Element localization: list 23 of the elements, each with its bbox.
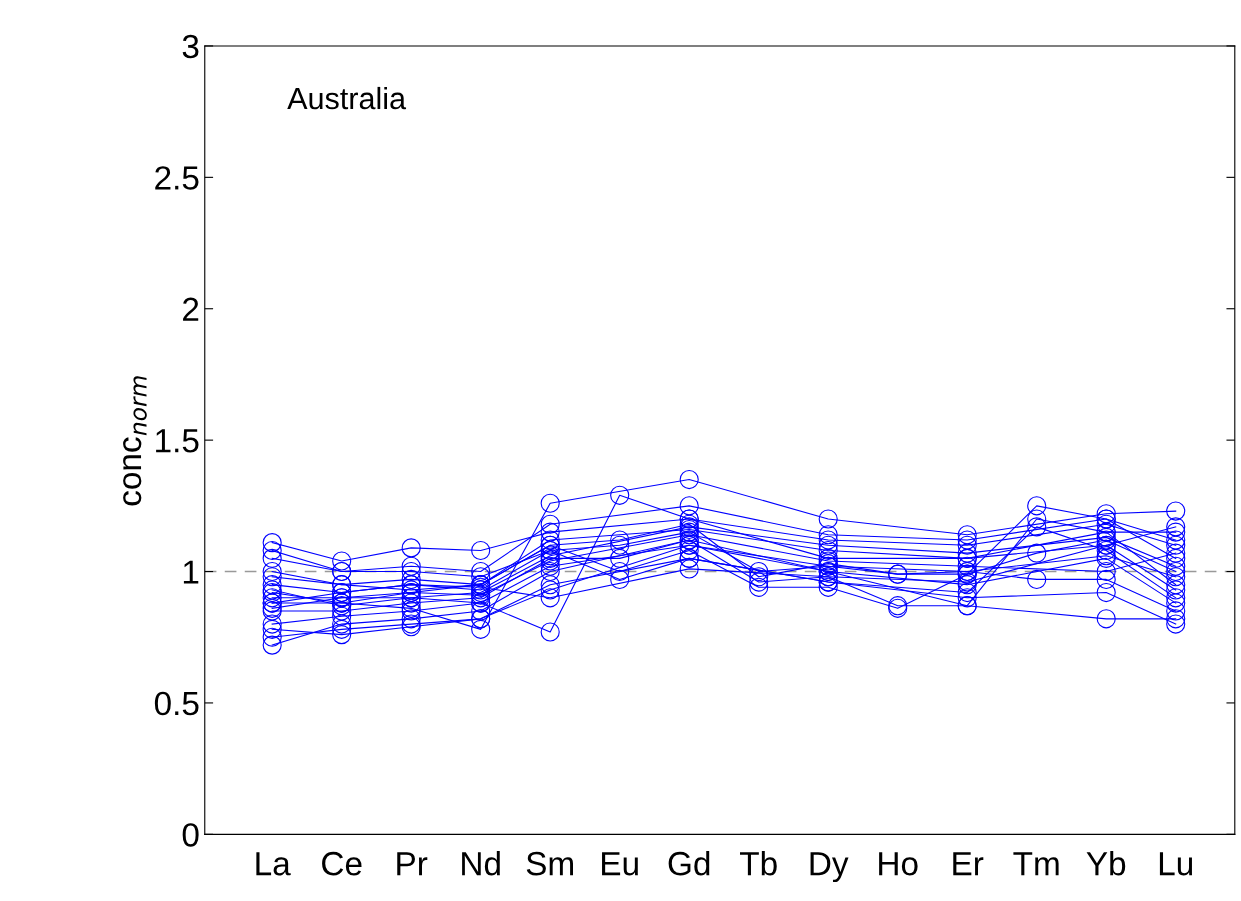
x-tick-label: Nd [462,850,500,876]
x-tick-label: Tm [1013,852,1059,876]
y-tick-label: 1 [183,560,199,584]
y-tick-label: 0.5 [154,691,199,716]
x-tick-label: Gd [668,850,710,876]
y-axis-title: conc$_{norm}$ [123,376,147,506]
annotation: Australia [287,86,407,110]
x-tick-label: Lu [1159,852,1193,876]
x-tick-label: Tb [740,850,777,876]
x-tick-label: Sm [526,851,573,876]
x-tick-label: Ce [322,851,362,876]
x-tick-label: Eu [602,852,638,876]
x-tick-label: Ho [879,852,918,876]
x-tick-label: Yb [1086,850,1126,876]
x-tick-label: Dy [810,852,849,883]
y-tick-label: 0 [182,823,199,847]
y-tick-label: 2.5 [155,166,199,190]
x-tick-label: La [256,852,291,876]
y-tick-label: 1.5 [156,429,199,453]
x-tick-label: Er [953,852,984,876]
y-tick-label: 2 [183,297,199,321]
x-tick-label: Pr [397,852,428,876]
y-tick-label: 3 [182,34,199,59]
